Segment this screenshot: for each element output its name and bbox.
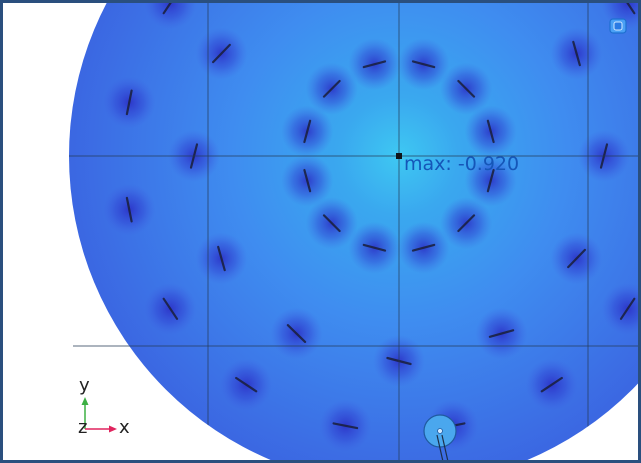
rod xyxy=(457,214,476,233)
probe-feature xyxy=(423,414,457,460)
triad-arrows xyxy=(81,397,117,433)
rod xyxy=(125,196,133,223)
rod xyxy=(162,3,179,15)
rod xyxy=(235,376,258,393)
rod xyxy=(362,243,387,252)
rod xyxy=(303,168,312,193)
rod xyxy=(212,43,231,64)
rod xyxy=(362,60,387,69)
x-axis-label: x xyxy=(119,417,130,438)
rod xyxy=(486,119,495,144)
rod xyxy=(332,422,359,430)
max-value-label: max: -0.920 xyxy=(404,153,520,175)
rod xyxy=(486,168,495,193)
rod xyxy=(303,119,312,144)
field-plot[interactable] xyxy=(3,3,641,463)
rod xyxy=(411,243,436,252)
rod xyxy=(322,79,341,98)
rod xyxy=(619,297,636,320)
y-axis-label: y xyxy=(79,375,90,396)
rod xyxy=(488,329,515,338)
rod xyxy=(619,3,636,15)
rod xyxy=(411,60,436,69)
rod xyxy=(217,245,226,272)
rod xyxy=(162,297,179,320)
max-marker xyxy=(396,153,402,159)
rod xyxy=(567,248,587,269)
grid-lines xyxy=(69,3,638,460)
rod xyxy=(322,214,341,233)
coordinate-triad: y z x xyxy=(73,375,143,443)
rod xyxy=(457,79,476,98)
z-axis-label: z xyxy=(78,417,88,438)
rod xyxy=(572,40,581,67)
rod xyxy=(286,324,307,343)
rod xyxy=(125,89,133,116)
rod xyxy=(540,376,563,393)
zoom-extents-icon[interactable] xyxy=(609,18,627,34)
